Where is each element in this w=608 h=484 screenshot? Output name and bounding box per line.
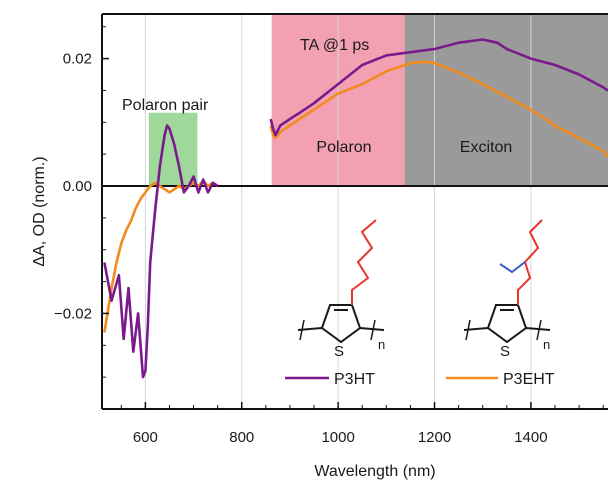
- x-tick-label-800: 800: [229, 429, 254, 446]
- y-axis-label: ΔA, OD (norm.): [31, 156, 48, 266]
- y-tick-label-0: −0.02: [54, 305, 92, 322]
- p3eht-right-bracket: [536, 319, 542, 341]
- p3ht-side-chain: [351, 219, 377, 305]
- p3ht-right-bracket: [370, 319, 376, 341]
- legend-label-p3eht: P3EHT: [503, 371, 555, 388]
- annotation-polaron-pair: Polaron pair: [122, 97, 209, 114]
- p3ht-right-bond: [359, 327, 385, 331]
- p3eht-structure: S n: [463, 219, 551, 360]
- p3eht-left-bracket: [465, 319, 471, 341]
- p3eht-line-segment-2: [269, 60, 608, 159]
- annotation-ta-1ps: TA @1 ps: [300, 37, 369, 54]
- legend-label-p3ht: P3HT: [334, 371, 375, 388]
- x-axis-label: Wavelength (nm): [314, 463, 435, 480]
- p3eht-ethyl-branch: [499, 261, 526, 274]
- exciton-region: [404, 14, 608, 187]
- data-layer: [103, 38, 608, 379]
- p3ht-ring: [320, 304, 362, 344]
- y-tick-label-2: 0.02: [63, 51, 92, 68]
- annotation-exciton: Exciton: [460, 139, 512, 156]
- p3ht-sulfur-label: S: [334, 343, 344, 360]
- p3eht-line-segment-1: [103, 179, 219, 333]
- x-tick-label-1200: 1200: [418, 429, 451, 446]
- background-layer: [102, 14, 608, 409]
- annotation-polaron: Polaron: [316, 139, 371, 156]
- p3eht-ring: [486, 304, 528, 344]
- p3eht-subscript: n: [543, 337, 550, 352]
- p3ht-line-segment-2: [269, 38, 608, 137]
- y-tick-label-1: 0.00: [63, 178, 92, 195]
- polaron-pair-region: [148, 112, 198, 187]
- p3eht-sulfur-label: S: [500, 343, 510, 360]
- p3ht-subscript: n: [378, 337, 385, 352]
- p3ht-structure: S n: [297, 219, 385, 360]
- foreground-layer: 600 800 1000 1200 1400 −0.02 0.00 0.02 Wavelengt…: [31, 13, 608, 480]
- structure-layer: S n S n: [297, 219, 551, 360]
- p3eht-right-bond: [525, 327, 551, 331]
- p3eht-side-chain: [517, 219, 543, 305]
- p3ht-line-segment-1: [103, 124, 219, 379]
- x-tick-label-1000: 1000: [321, 429, 354, 446]
- x-tick-label-600: 600: [133, 429, 158, 446]
- x-tick-label-1400: 1400: [514, 429, 547, 446]
- p3ht-left-bracket: [299, 319, 305, 341]
